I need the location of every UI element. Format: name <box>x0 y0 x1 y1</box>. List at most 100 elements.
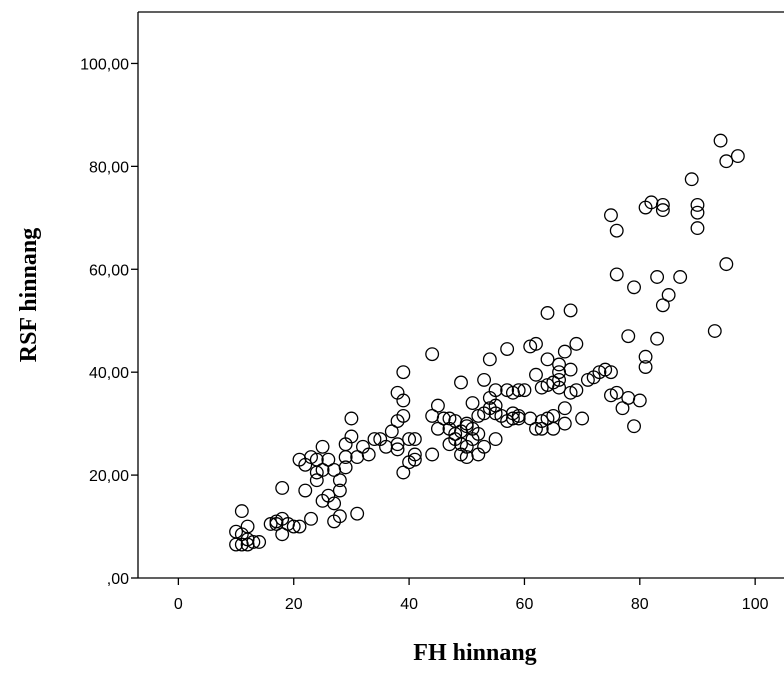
x-tick-label: 80 <box>631 596 649 613</box>
data-point <box>563 362 578 377</box>
x-tick-label: 60 <box>516 596 534 613</box>
data-point <box>684 172 699 187</box>
x-tick-label: 20 <box>285 596 303 613</box>
data-point <box>552 380 567 395</box>
data-point <box>332 483 347 498</box>
data-point <box>540 306 555 320</box>
data-point <box>407 432 422 447</box>
data-point <box>384 424 399 439</box>
data-point <box>707 324 722 338</box>
data-point <box>344 411 359 426</box>
data-point <box>546 408 561 423</box>
data-point <box>557 344 572 359</box>
y-tick-label: 100,00 <box>80 56 129 73</box>
data-point <box>632 393 647 408</box>
data-point <box>338 460 353 475</box>
data-point <box>298 483 313 498</box>
data-point <box>240 519 255 534</box>
data-point <box>465 396 480 411</box>
x-axis-title: FH hinnang <box>413 640 536 666</box>
data-point <box>540 352 555 367</box>
data-point <box>390 442 405 457</box>
data-point <box>252 535 267 549</box>
y-tick-label: 20,00 <box>89 468 129 485</box>
data-point <box>315 462 330 477</box>
data-point <box>471 426 486 441</box>
data-point <box>627 280 641 295</box>
data-point <box>332 509 347 524</box>
data-point <box>615 401 630 416</box>
data-point <box>529 367 543 382</box>
y-tick-label: 40,00 <box>89 365 129 382</box>
data-point <box>529 336 543 351</box>
data-point <box>275 481 290 495</box>
data-point <box>396 365 411 380</box>
data-point <box>638 360 653 374</box>
data-point <box>713 133 728 148</box>
data-point <box>402 432 417 447</box>
data-point <box>488 398 503 413</box>
data-point <box>344 429 359 444</box>
data-point <box>575 411 590 426</box>
y-tick-label: ,00 <box>107 571 129 588</box>
data-point <box>430 421 445 436</box>
data-point <box>569 383 584 398</box>
data-point <box>534 421 549 436</box>
data-point <box>407 452 422 467</box>
data-point <box>500 342 515 356</box>
data-point <box>477 372 492 387</box>
data-point <box>482 352 497 367</box>
data-point <box>332 473 347 488</box>
data-point <box>690 205 705 220</box>
data-point <box>511 383 526 398</box>
data-point <box>557 416 572 431</box>
y-axis-title: RSF hinnang <box>16 228 42 363</box>
data-point <box>361 447 376 462</box>
data-point <box>730 149 745 164</box>
data-point <box>425 447 440 462</box>
data-point <box>315 439 330 454</box>
data-point <box>690 198 705 212</box>
data-point <box>286 519 301 534</box>
data-point <box>609 223 624 238</box>
data-point <box>309 473 324 488</box>
data-point <box>367 432 382 447</box>
data-point <box>396 408 411 423</box>
data-point <box>650 331 665 346</box>
data-point <box>638 349 653 364</box>
data-point <box>552 357 567 372</box>
data-point <box>650 270 665 284</box>
data-point <box>563 303 578 318</box>
data-point <box>309 452 324 467</box>
x-tick-label: 0 <box>174 596 183 613</box>
data-point <box>407 447 422 462</box>
x-tick-label: 40 <box>400 596 418 613</box>
data-point <box>454 375 468 390</box>
data-point <box>430 398 445 413</box>
data-point <box>292 519 307 534</box>
data-point <box>655 198 670 212</box>
data-point <box>673 270 688 284</box>
data-point <box>234 504 249 519</box>
data-point <box>552 372 567 387</box>
data-point <box>396 393 411 408</box>
data-point <box>350 506 365 521</box>
data-point <box>327 496 342 511</box>
data-point <box>661 288 676 302</box>
data-point <box>604 365 618 380</box>
data-point <box>425 347 440 362</box>
data-point <box>396 465 411 480</box>
data-point <box>719 257 734 272</box>
data-point <box>655 298 670 313</box>
data-point <box>304 511 318 526</box>
data-point <box>477 439 492 454</box>
data-point <box>621 329 636 344</box>
data-point <box>690 221 705 236</box>
data-point <box>517 383 532 398</box>
data-point <box>557 401 572 416</box>
data-point <box>390 437 405 452</box>
data-point <box>719 154 734 169</box>
